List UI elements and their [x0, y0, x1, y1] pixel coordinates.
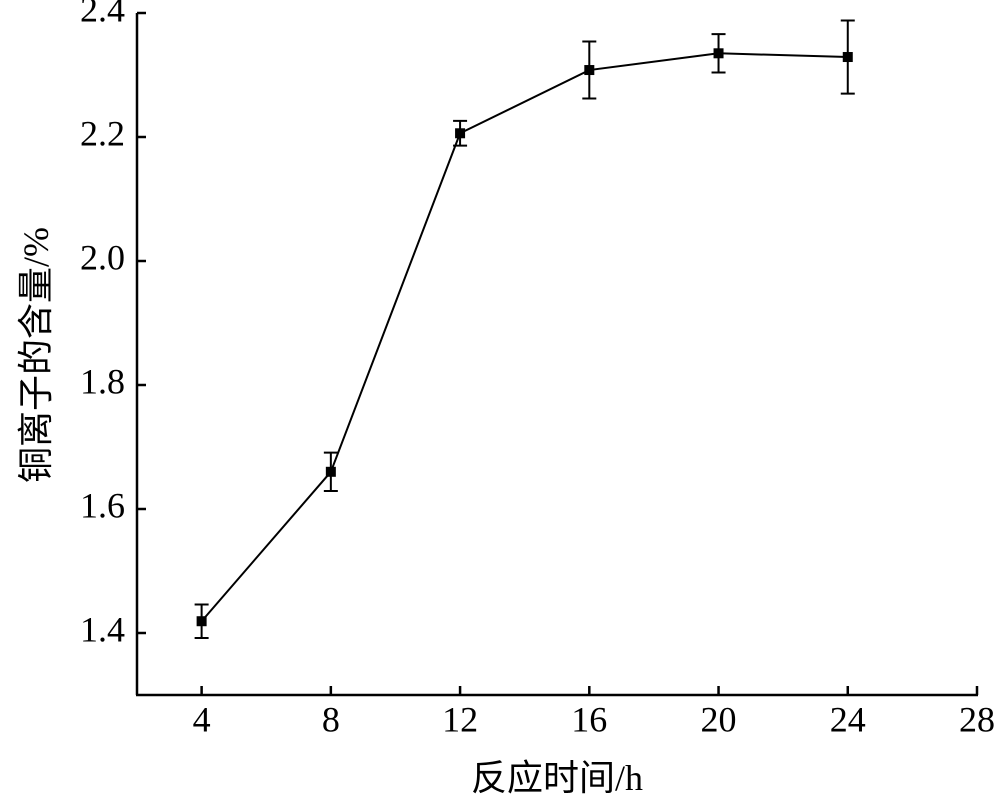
marker: [584, 65, 595, 76]
series-line: [200, 52, 848, 622]
x-tick-label: 20: [701, 699, 737, 739]
marker: [455, 128, 466, 139]
y-tick-label: 2.4: [80, 0, 125, 29]
x-tick-label: 12: [442, 699, 478, 739]
y-tick-label: 2.2: [80, 113, 125, 153]
marker: [842, 52, 853, 63]
marker: [196, 616, 207, 627]
y-tick-label: 1.4: [80, 609, 125, 649]
x-tick-label: 8: [322, 699, 340, 739]
x-tick-label: 28: [959, 699, 995, 739]
marker: [325, 466, 336, 477]
marker: [713, 48, 724, 59]
y-axis-label: 铜离子的含量/%: [16, 227, 56, 483]
x-tick-label: 16: [571, 699, 607, 739]
x-tick-label: 24: [830, 699, 866, 739]
x-tick-label: 4: [193, 699, 211, 739]
y-tick-label: 2.0: [80, 237, 125, 277]
y-tick-label: 1.8: [80, 361, 125, 401]
y-tick-label: 1.6: [80, 485, 125, 525]
x-axis-label: 反应时间/h: [471, 758, 643, 798]
